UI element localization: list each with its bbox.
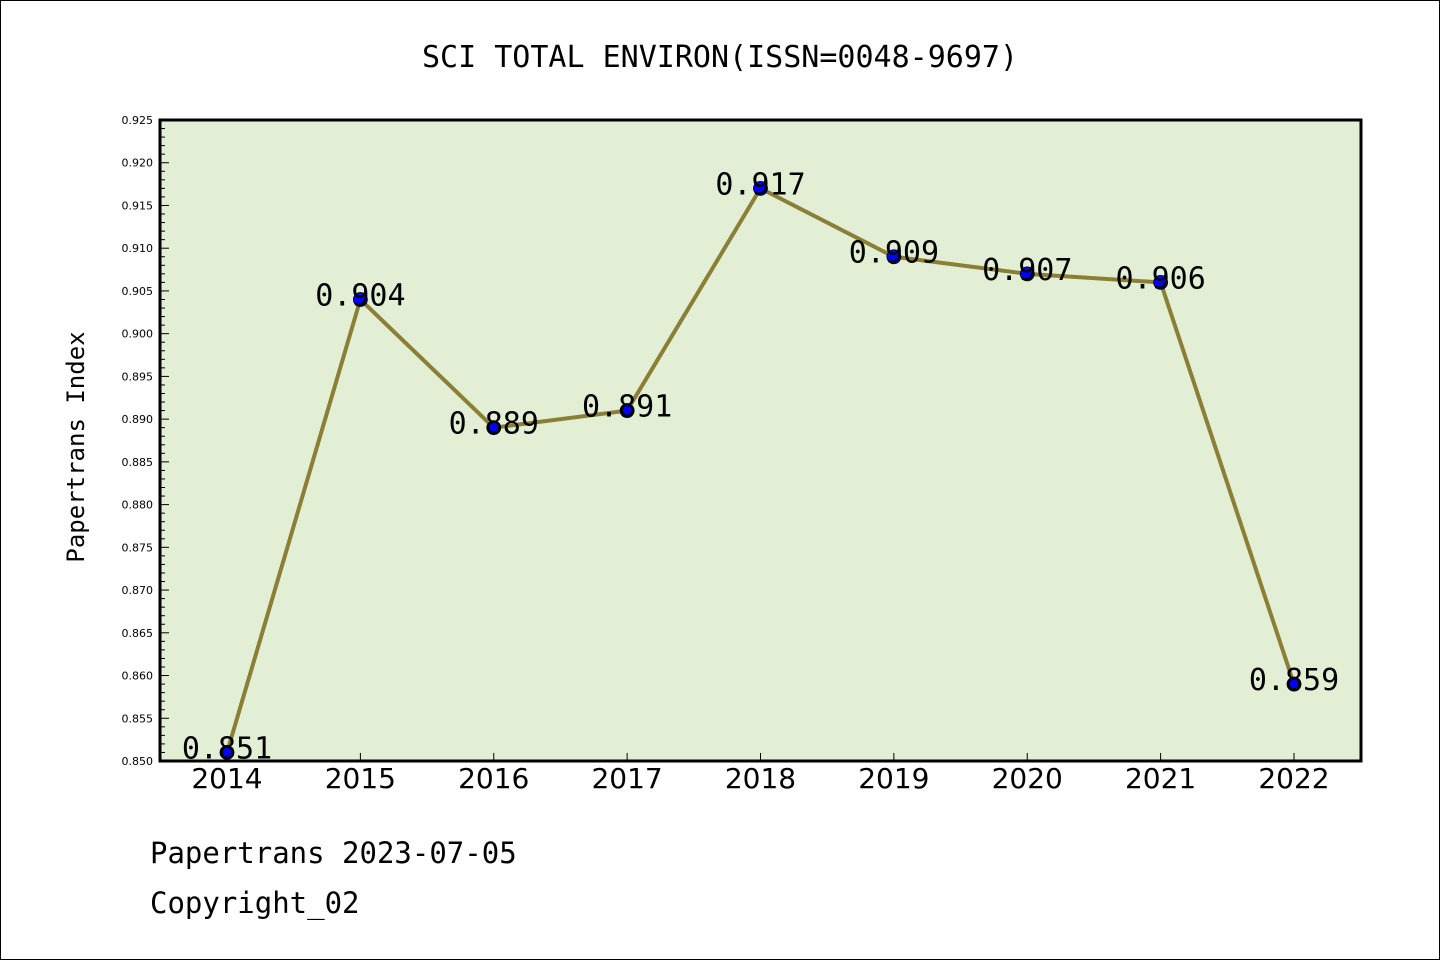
- y-axis: 0.850 0.855 0.860 0.865 0.870 0.875 0.880 0.885…: [122, 114, 169, 768]
- data-point-2020: [1019, 266, 1035, 282]
- y-axis-label: Papertrans Index: [62, 331, 90, 562]
- data-point-2021: [1153, 274, 1169, 290]
- y-tick-label: 0.910: [122, 242, 154, 255]
- x-tick-label: 2022: [1258, 762, 1329, 795]
- data-point-2018: [753, 180, 768, 196]
- chart-title: SCI TOTAL ENVIRON(ISSN=0048-9697): [422, 40, 1018, 75]
- x-tick-label: 2018: [725, 762, 796, 795]
- data-label-2017: 0.891: [582, 390, 672, 425]
- y-tick-label: 0.890: [122, 413, 154, 426]
- y-tick-label: 0.905: [122, 285, 154, 298]
- x-tick-label: 2015: [325, 762, 396, 795]
- y-tick-label: 0.865: [122, 627, 154, 640]
- y-tick-label: 0.915: [122, 199, 154, 212]
- y-tick-label: 0.895: [122, 370, 154, 383]
- data-point-2022: [1286, 676, 1302, 692]
- data-point-2017: [619, 403, 635, 418]
- data-label-2015: 0.904: [315, 278, 405, 313]
- data-label-2016: 0.889: [449, 407, 539, 442]
- data-label-2018: 0.917: [715, 167, 805, 202]
- y-tick-label: 0.875: [122, 541, 154, 554]
- x-tick-label: 2020: [992, 762, 1063, 795]
- y-tick-label: 0.925: [122, 114, 154, 127]
- data-label-2019: 0.909: [849, 236, 939, 271]
- data-point-2015: [352, 292, 368, 307]
- data-point-2019: [886, 249, 902, 265]
- x-tick-label: 2019: [858, 762, 929, 795]
- y-tick-label: 0.920: [122, 157, 154, 170]
- x-tick-label: 2016: [458, 762, 529, 795]
- y-tick-label: 0.885: [122, 456, 154, 469]
- data-label-2020: 0.907: [982, 253, 1072, 288]
- data-label-2022: 0.859: [1249, 663, 1339, 698]
- x-tick-label: 2021: [1125, 762, 1196, 795]
- x-tick-label: 2014: [191, 762, 262, 795]
- data-label-2021: 0.906: [1115, 261, 1205, 296]
- y-tick-label: 0.870: [122, 584, 154, 597]
- data-markers: [219, 180, 1302, 760]
- y-tick-label: 0.855: [122, 712, 154, 725]
- data-point-2014: [219, 745, 235, 760]
- x-tick-label: 2017: [591, 762, 662, 795]
- plot-area: [160, 120, 1361, 761]
- x-axis: 2014 2015 2016 2017 2018 2019 2020 2021 2022: [191, 753, 1330, 795]
- y-tick-label: 0.900: [122, 328, 154, 341]
- data-point-2016: [486, 420, 502, 436]
- footer-date: Papertrans 2023-07-05: [150, 836, 517, 870]
- y-tick-label: 0.880: [122, 499, 154, 512]
- y-tick-label: 0.860: [122, 670, 154, 683]
- footer-copyright: Copyright_02: [150, 886, 360, 920]
- y-tick-label: 0.850: [122, 755, 154, 768]
- plot-border: [158, 118, 1363, 763]
